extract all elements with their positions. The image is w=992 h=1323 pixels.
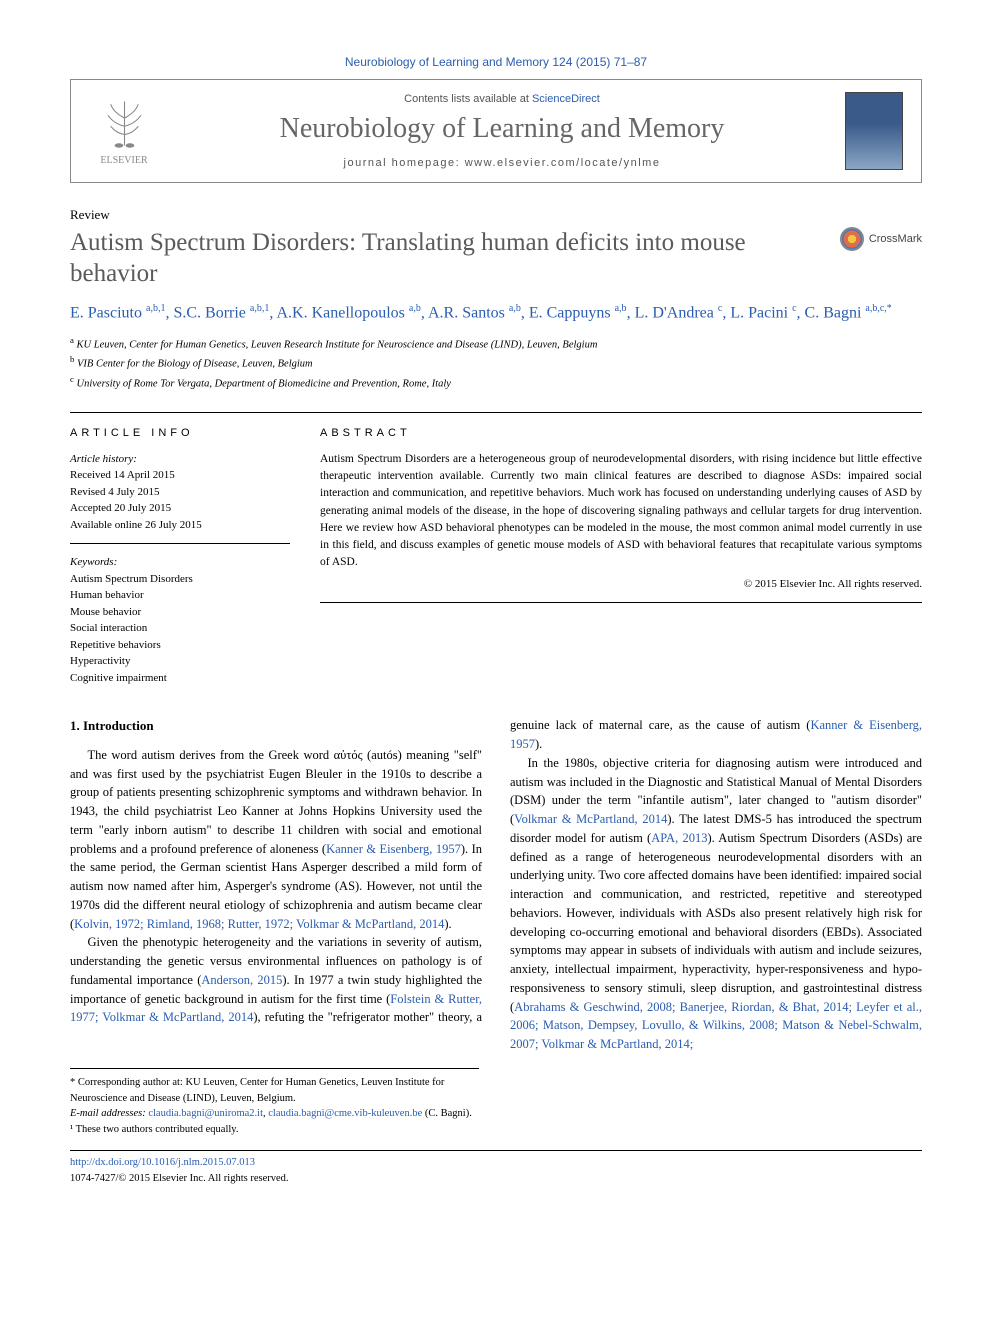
email-post: (C. Bagni). xyxy=(422,1108,472,1119)
abstract-copyright: © 2015 Elsevier Inc. All rights reserved… xyxy=(320,578,922,590)
elsevier-logo: ELSEVIER xyxy=(89,96,159,166)
contents-available-line: Contents lists available at ScienceDirec… xyxy=(159,93,845,105)
citation-link[interactable]: Abrahams & Geschwind, 2008; Banerjee, Ri… xyxy=(510,1000,922,1052)
citation-link[interactable]: APA, 2013 xyxy=(651,831,707,845)
article-history-block: Article history: Received 14 April 2015R… xyxy=(70,451,290,545)
keyword: Cognitive impairment xyxy=(70,670,290,687)
journal-reference: Neurobiology of Learning and Memory 124 … xyxy=(70,55,922,69)
issn-copyright: 1074-7427/© 2015 Elsevier Inc. All right… xyxy=(70,1171,922,1187)
equal-contribution-note: ¹ These two authors contributed equally. xyxy=(70,1122,479,1138)
body-para-1: The word autism derives from the Greek w… xyxy=(70,746,482,934)
crossmark-label: CrossMark xyxy=(869,233,922,245)
keyword: Repetitive behaviors xyxy=(70,637,290,654)
keywords-block: Keywords: Autism Spectrum DisordersHuman… xyxy=(70,554,290,686)
journal-header: ELSEVIER Contents lists available at Sci… xyxy=(70,79,922,183)
crossmark-badge[interactable]: CrossMark xyxy=(840,227,922,251)
abstract-label: ABSTRACT xyxy=(320,427,922,439)
bottom-bar: http://dx.doi.org/10.1016/j.nlm.2015.07.… xyxy=(70,1150,922,1187)
history-line: Accepted 20 July 2015 xyxy=(70,500,290,517)
body-para-3: In the 1980s, objective criteria for dia… xyxy=(510,754,922,1054)
citation-link[interactable]: Volkmar & McPartland, 2014 xyxy=(514,812,667,826)
elsevier-tree-icon xyxy=(97,96,152,151)
article-type: Review xyxy=(70,207,922,223)
affiliation-line: b VIB Center for the Biology of Disease,… xyxy=(70,353,922,372)
affiliation-line: a KU Leuven, Center for Human Genetics, … xyxy=(70,334,922,353)
email-link[interactable]: claudia.bagni@uniroma2.it xyxy=(148,1108,263,1119)
section-heading-intro: 1. Introduction xyxy=(70,716,482,736)
email-label: E-mail addresses: xyxy=(70,1108,148,1119)
doi-link[interactable]: http://dx.doi.org/10.1016/j.nlm.2015.07.… xyxy=(70,1157,255,1168)
email-addresses-line: E-mail addresses: claudia.bagni@uniroma2… xyxy=(70,1106,479,1122)
keyword: Hyperactivity xyxy=(70,653,290,670)
affiliations: a KU Leuven, Center for Human Genetics, … xyxy=(70,334,922,392)
crossmark-icon xyxy=(840,227,864,251)
citation-link[interactable]: Kanner & Eisenberg, 1957 xyxy=(326,842,461,856)
article-body: 1. Introduction The word autism derives … xyxy=(70,716,922,1054)
citation-link[interactable]: Anderson, xyxy=(201,973,257,987)
history-line: Received 14 April 2015 xyxy=(70,467,290,484)
corresponding-author-note: * Corresponding author at: KU Leuven, Ce… xyxy=(70,1075,479,1107)
history-line: Revised 4 July 2015 xyxy=(70,484,290,501)
keywords-heading: Keywords: xyxy=(70,554,290,571)
article-title: Autism Spectrum Disorders: Translating h… xyxy=(70,227,840,290)
journal-name: Neurobiology of Learning and Memory xyxy=(159,113,845,145)
journal-cover-thumb xyxy=(845,92,903,170)
publisher-name: ELSEVIER xyxy=(89,155,159,166)
article-info-label: ARTICLE INFO xyxy=(70,427,290,439)
email-link[interactable]: claudia.bagni@cme.vib-kuleuven.be xyxy=(268,1108,422,1119)
sciencedirect-link[interactable]: ScienceDirect xyxy=(532,93,600,105)
history-line: Available online 26 July 2015 xyxy=(70,517,290,534)
journal-homepage: journal homepage: www.elsevier.com/locat… xyxy=(159,157,845,169)
contents-prefix: Contents lists available at xyxy=(404,93,532,105)
keyword: Human behavior xyxy=(70,587,290,604)
article-history-heading: Article history: xyxy=(70,451,290,468)
citation-link[interactable]: Kolvin, 1972; Rimland, 1968; Rutter, 197… xyxy=(74,917,444,931)
abstract-text: Autism Spectrum Disorders are a heteroge… xyxy=(320,451,922,572)
affiliation-line: c University of Rome Tor Vergata, Depart… xyxy=(70,373,922,392)
footnotes: * Corresponding author at: KU Leuven, Ce… xyxy=(70,1068,479,1138)
keyword: Social interaction xyxy=(70,620,290,637)
keyword: Mouse behavior xyxy=(70,604,290,621)
keyword: Autism Spectrum Disorders xyxy=(70,571,290,588)
citation-link[interactable]: 2015 xyxy=(257,973,282,987)
authors-list: E. Pasciuto a,b,1, S.C. Borrie a,b,1, A.… xyxy=(70,302,922,325)
